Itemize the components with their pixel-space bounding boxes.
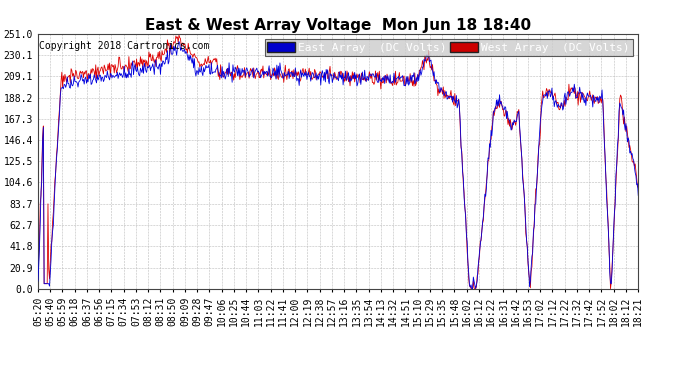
Title: East & West Array Voltage  Mon Jun 18 18:40: East & West Array Voltage Mon Jun 18 18:… bbox=[145, 18, 531, 33]
Text: Copyright 2018 Cartronics.com: Copyright 2018 Cartronics.com bbox=[39, 41, 209, 51]
Legend: East Array  (DC Volts), West Array  (DC Volts): East Array (DC Volts), West Array (DC Vo… bbox=[264, 39, 633, 56]
